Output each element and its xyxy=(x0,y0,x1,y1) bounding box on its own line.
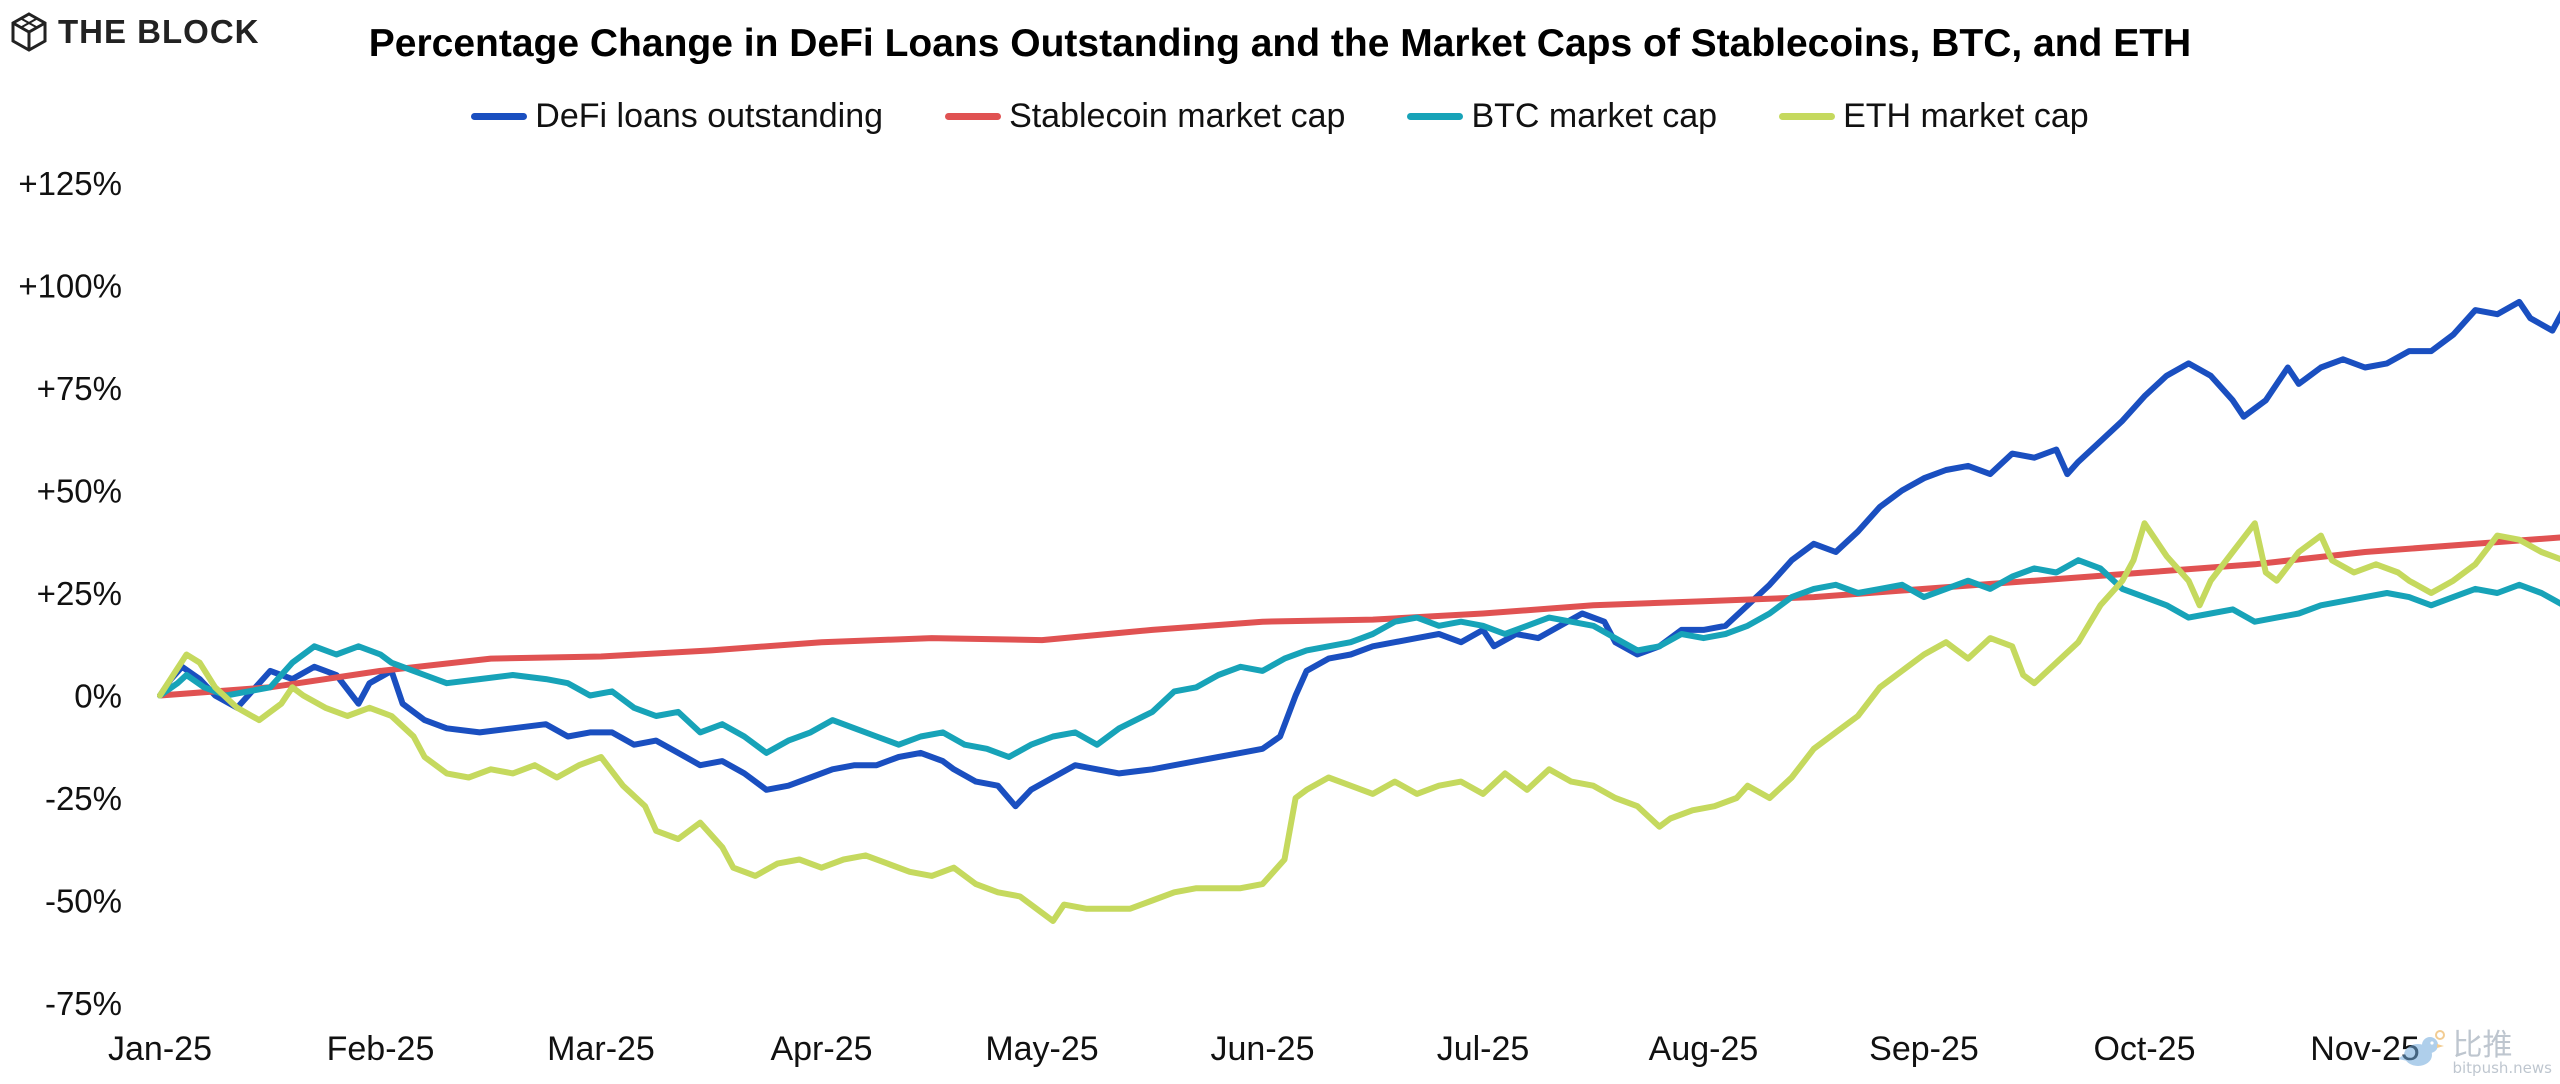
x-tick-label: Nov-25 xyxy=(2310,1030,2420,1068)
legend-item: BTC market cap xyxy=(1407,97,1717,136)
brand-name: THE BLOCK xyxy=(58,13,260,50)
y-tick-label: +75% xyxy=(37,370,122,407)
cube-icon xyxy=(10,12,48,52)
chart-legend: DeFi loans outstanding Stablecoin market … xyxy=(0,97,2560,136)
x-tick-label: Jan-25 xyxy=(108,1030,212,1068)
brand-logo: THE BLOCK xyxy=(10,12,260,52)
x-tick-label: Aug-25 xyxy=(1649,1030,1759,1068)
y-tick-label: -25% xyxy=(45,780,122,817)
legend-label: ETH market cap xyxy=(1843,97,2089,135)
x-tick-label: Jul-25 xyxy=(1437,1030,1530,1068)
x-tick-label: May-25 xyxy=(985,1030,1098,1068)
legend-label: DeFi loans outstanding xyxy=(535,97,884,135)
series-line-defi-loans-outstanding xyxy=(157,298,2560,810)
y-tick-label: -75% xyxy=(45,985,122,1022)
y-tick-label: +50% xyxy=(37,473,122,510)
y-tick-label: -50% xyxy=(45,883,122,920)
x-tick-label: Mar-25 xyxy=(547,1030,655,1068)
x-tick-label: Jun-25 xyxy=(1211,1030,1315,1068)
x-tick-label: Apr-25 xyxy=(770,1030,872,1068)
y-tick-label: +100% xyxy=(18,268,122,305)
watermark-name: 比推 xyxy=(2452,1028,2513,1063)
watermark: 比推 bitpush.news xyxy=(2398,1029,2552,1078)
series-line-btc-market-cap xyxy=(157,557,2560,760)
legend-item: Stablecoin market cap xyxy=(945,97,1345,136)
x-tick-label: Oct-25 xyxy=(2093,1030,2195,1068)
legend-label: BTC market cap xyxy=(1471,97,1718,135)
legend-label: Stablecoin market cap xyxy=(1009,97,1346,135)
x-tick-label: Sep-25 xyxy=(1869,1030,1979,1068)
legend-item: DeFi loans outstanding xyxy=(471,97,883,136)
y-tick-label: +25% xyxy=(37,575,122,612)
legend-swatch xyxy=(1407,113,1464,120)
watermark-url: bitpush.news xyxy=(2452,1059,2552,1077)
chart-title: Percentage Change in DeFi Loans Outstand… xyxy=(368,22,2192,65)
bird-icon xyxy=(2398,1029,2446,1078)
y-tick-label: +125% xyxy=(18,165,122,202)
legend-swatch xyxy=(1779,113,1836,120)
legend-swatch xyxy=(945,113,1002,120)
legend-swatch xyxy=(471,113,528,120)
y-tick-label: 0% xyxy=(74,678,122,715)
x-tick-label: Feb-25 xyxy=(327,1030,435,1068)
legend-item: ETH market cap xyxy=(1779,97,2089,136)
series-line-eth-market-cap xyxy=(157,520,2560,924)
series-line-stablecoin-market-cap xyxy=(157,534,2560,699)
